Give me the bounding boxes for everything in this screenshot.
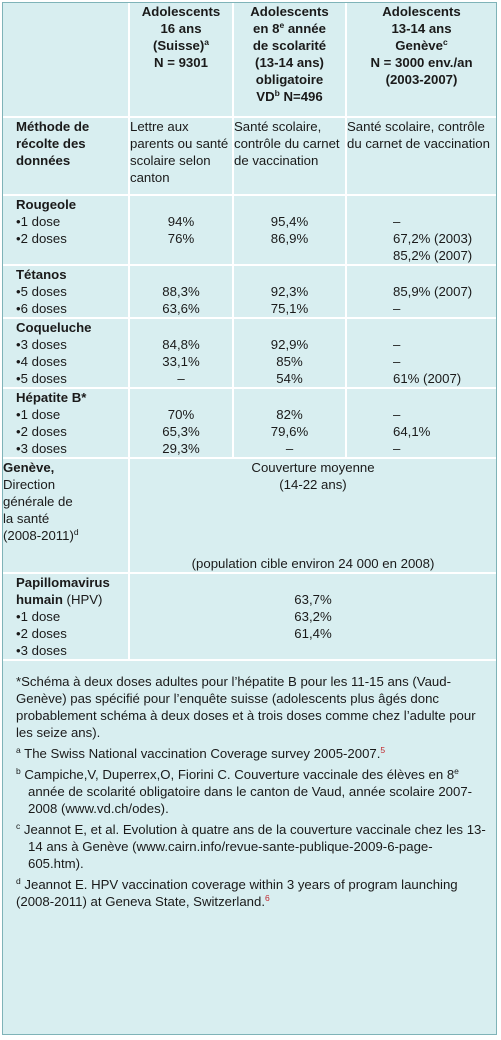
- value-cell: 54%: [276, 371, 303, 386]
- coqueluche-title: Coqueluche: [16, 320, 92, 335]
- vaccination-coverage-table: Adolescents 16 ans (Suisse)a N = 9301 Ad…: [3, 3, 496, 661]
- rougeole-section: Rougeole •1 dose •2 doses 94% 76% 95,4% …: [3, 195, 496, 265]
- rougeole-title: Rougeole: [16, 197, 77, 212]
- value-cell: 65,3%: [162, 424, 200, 439]
- value-cell: 85,2% (2007): [393, 248, 473, 263]
- value-cell: –: [177, 371, 185, 386]
- geneve-title: Genève,: [3, 460, 55, 475]
- tetanos-title: Tétanos: [16, 267, 67, 282]
- value-cell: 29,3%: [162, 441, 200, 456]
- value-cell: 92,3%: [270, 284, 309, 299]
- value-cell: 64,1%: [393, 424, 431, 439]
- row-label: •6 doses: [16, 301, 67, 316]
- value-cell: –: [393, 214, 401, 229]
- footnote-d: d Jeannot E. HPV vaccination coverage wi…: [16, 876, 458, 909]
- value-cell: 63,2%: [294, 609, 332, 624]
- geneve-section: Genève, Direction générale de la santé (…: [3, 458, 496, 573]
- methode-col1: Lettre aux parents ou santé scolaire sel…: [128, 117, 233, 195]
- methode-col2: Santé scolaire, contrôle du carnet de va…: [232, 117, 346, 195]
- row-label: •5 doses: [16, 371, 67, 386]
- methode-col3: Santé scolaire, contrôle du carnet de va…: [345, 117, 496, 195]
- value-cell: 63,6%: [162, 301, 200, 316]
- value-cell: 84,8%: [162, 337, 200, 352]
- value-cell: 85,9% (2007): [393, 284, 473, 299]
- row-label: •3 doses: [16, 337, 67, 352]
- row-label: •2 doses: [16, 626, 67, 641]
- value-cell: 61,4%: [294, 626, 332, 641]
- row-label: •2 doses: [16, 231, 67, 246]
- value-cell: 63,7%: [294, 592, 332, 607]
- coverage-title: Couverture moyenne: [251, 460, 375, 475]
- row-label: •4 doses: [16, 354, 67, 369]
- value-cell: 70%: [167, 407, 195, 422]
- value-cell: –: [393, 337, 401, 352]
- value-cell: –: [393, 441, 401, 456]
- value-cell: 94%: [167, 214, 195, 229]
- coverage-population: (population cible environ 24 000 en 2008…: [191, 556, 435, 571]
- row-label: •3 doses: [16, 441, 67, 456]
- header-col-geneve: Adolescents 13-14 ans Genèvec N = 3000 e…: [345, 3, 496, 117]
- value-cell: 85%: [276, 354, 303, 369]
- hpv-section: Papillomavirus humain (HPV) •1 dose •2 d…: [3, 573, 496, 660]
- value-cell: 88,3%: [162, 284, 200, 299]
- footnote-a: a The Swiss National vaccination Coverag…: [16, 745, 386, 761]
- row-label: •3 doses: [16, 643, 67, 658]
- row-label: •5 doses: [16, 284, 67, 299]
- coverage-age: (14-22 ans): [279, 477, 347, 492]
- value-cell: 33,1%: [162, 354, 200, 369]
- value-cell: 75,1%: [270, 301, 309, 316]
- value-cell: 86,9%: [270, 231, 309, 246]
- value-cell: 67,2% (2003): [393, 231, 473, 246]
- header-blank-cell: [3, 3, 129, 117]
- value-cell: –: [285, 441, 294, 456]
- footnote-star: *Schéma à deux doses adultes pour l’hépa…: [16, 674, 476, 740]
- value-cell: 92,9%: [270, 337, 309, 352]
- value-cell: –: [393, 407, 401, 422]
- row-label: •2 doses: [16, 424, 67, 439]
- value-cell: –: [393, 301, 401, 316]
- row-label: •1 dose: [16, 609, 61, 624]
- footnotes: *Schéma à deux doses adultes pour l’hépa…: [3, 661, 496, 910]
- value-cell: 82%: [276, 407, 303, 422]
- header-row: Adolescents 16 ans (Suisse)a N = 9301 Ad…: [3, 3, 496, 117]
- footnote-b: b Campiche,V, Duperrex,O, Fiorini C. Cou…: [16, 766, 473, 816]
- value-cell: 79,6%: [270, 424, 309, 439]
- row-label: •1 dose: [16, 407, 61, 422]
- header-col-vaud: Adolescents en 8e année de scolarité (13…: [232, 3, 346, 117]
- value-cell: 61% (2007): [393, 371, 462, 386]
- value-cell: 76%: [167, 231, 195, 246]
- hpv-title: Papillomavirus humain: [16, 575, 110, 607]
- row-label: •1 dose: [16, 214, 61, 229]
- hepatite-title: Hépatite B*: [16, 390, 87, 405]
- hepatite-section: Hépatite B* •1 dose •2 doses •3 doses 70…: [3, 388, 496, 458]
- methode-row: Méthode de récolte des données Lettre au…: [3, 117, 496, 195]
- value-cell: –: [393, 354, 401, 369]
- methode-label: Méthode de récolte des données: [16, 119, 90, 168]
- tetanos-section: Tétanos •5 doses •6 doses 88,3% 63,6% 92…: [3, 265, 496, 318]
- header-col-suisse: Adolescents 16 ans (Suisse)a N = 9301: [128, 3, 233, 117]
- coqueluche-section: Coqueluche •3 doses •4 doses •5 doses 84…: [3, 318, 496, 388]
- footnote-c: c Jeannot E, et al. Evolution à quatre a…: [16, 821, 486, 871]
- value-cell: 95,4%: [270, 214, 309, 229]
